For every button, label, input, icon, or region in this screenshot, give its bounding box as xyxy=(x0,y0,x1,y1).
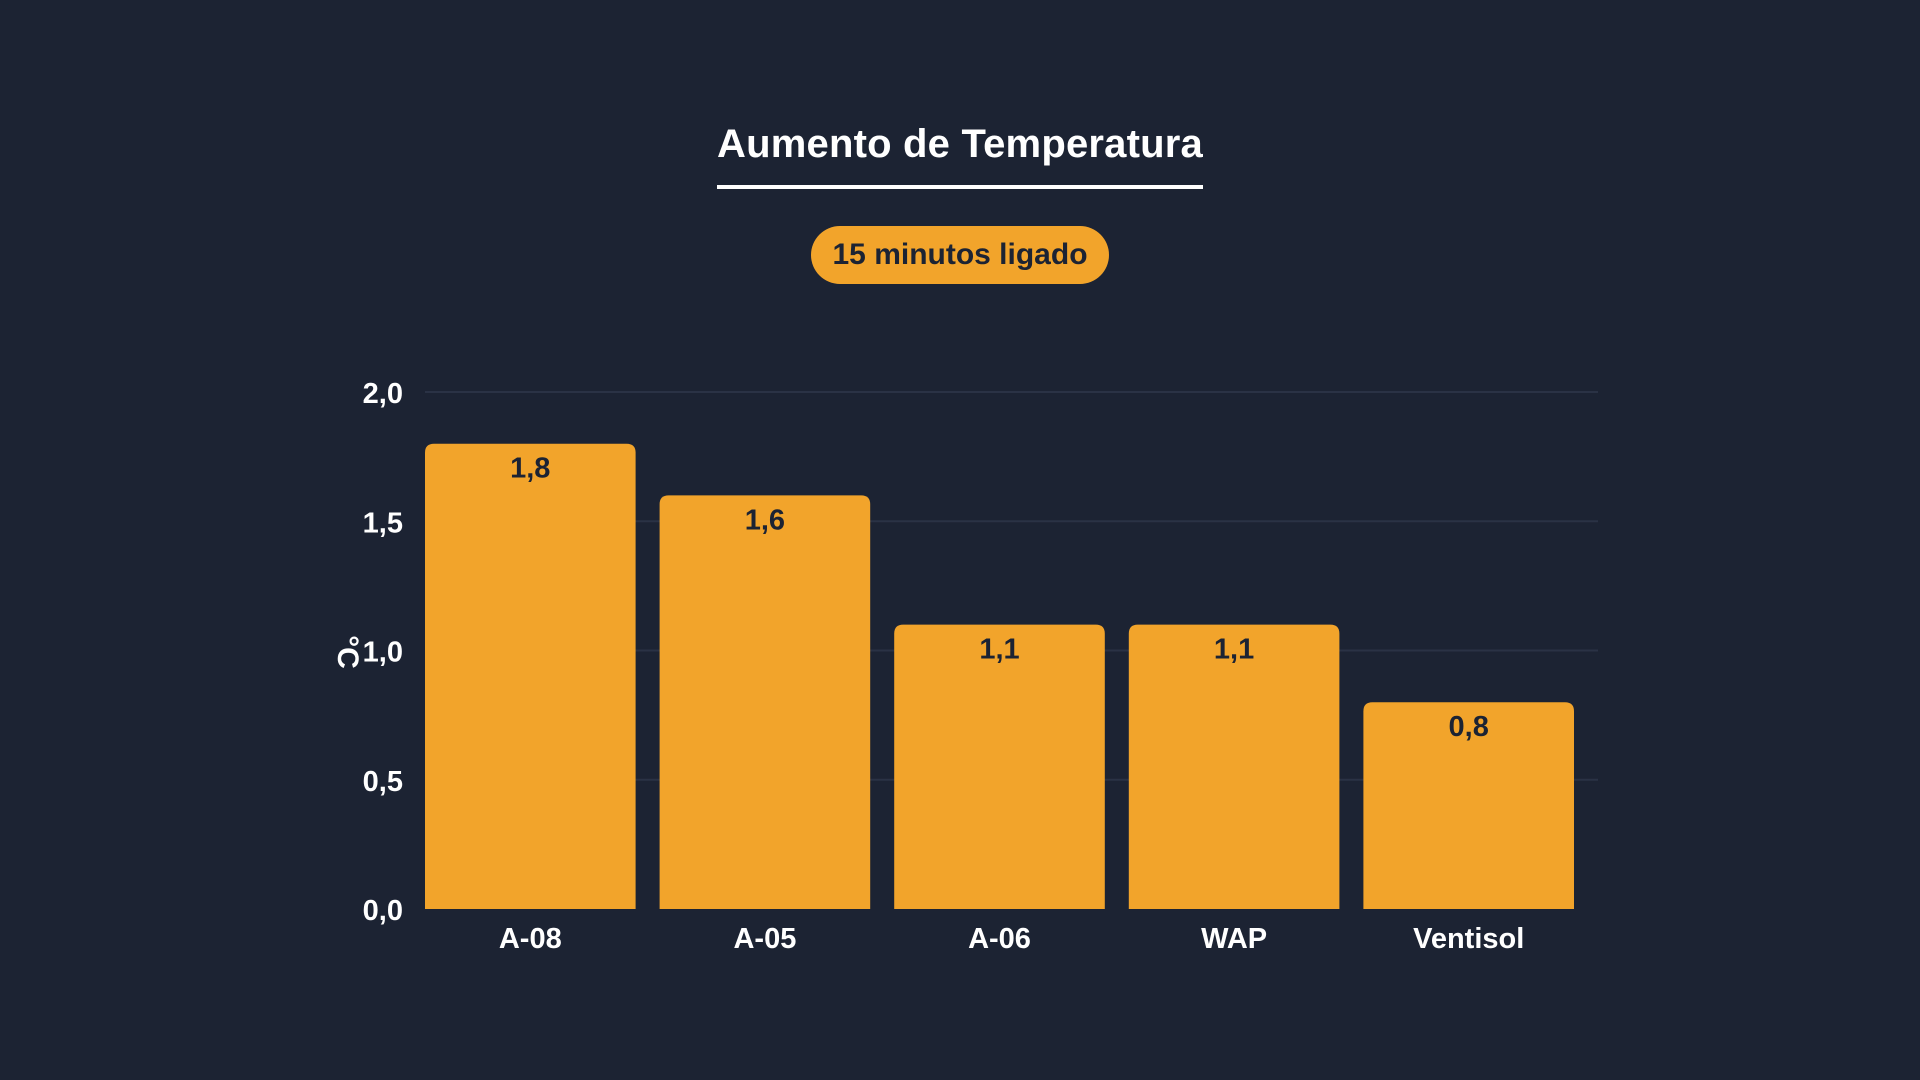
bar-value-label: 0,8 xyxy=(1449,711,1489,743)
bar xyxy=(425,443,636,909)
bar-value-label: 1,1 xyxy=(979,634,1019,666)
x-tick-label: A-08 xyxy=(499,923,562,955)
subtitle-container: 15 minutos ligado xyxy=(0,226,1920,284)
y-tick-label: 0,5 xyxy=(363,766,403,798)
bar-value-label: 1,8 xyxy=(510,453,550,485)
y-tick-label: 0,0 xyxy=(363,895,403,927)
bar xyxy=(894,624,1105,909)
y-tick-label: 2,0 xyxy=(363,378,403,410)
x-tick-label: WAP xyxy=(1201,923,1267,955)
y-axis-label: °C xyxy=(331,635,364,669)
bar-value-label: 1,1 xyxy=(1214,634,1254,666)
bars xyxy=(425,443,1574,909)
x-tick-label: A-05 xyxy=(733,923,796,955)
bar-value-label: 1,6 xyxy=(745,504,785,536)
subtitle-badge: 15 minutos ligado xyxy=(811,226,1109,284)
title-container: Aumento de Temperatura xyxy=(0,122,1920,189)
bar xyxy=(659,495,871,909)
x-tick-label: A-06 xyxy=(968,923,1031,955)
chart-title: Aumento de Temperatura xyxy=(717,122,1203,189)
y-tick-label: 1,0 xyxy=(363,637,403,669)
labels: 0,0 0,5 1,0 1,5 2,0 1,8 A-08 1,6 A-05 1,1 A-06 1,1 W… xyxy=(363,378,1525,955)
x-tick-label: Ventisol xyxy=(1413,923,1524,955)
y-tick-label: 1,5 xyxy=(363,507,403,539)
bar xyxy=(1128,624,1340,909)
bar xyxy=(1363,702,1574,909)
